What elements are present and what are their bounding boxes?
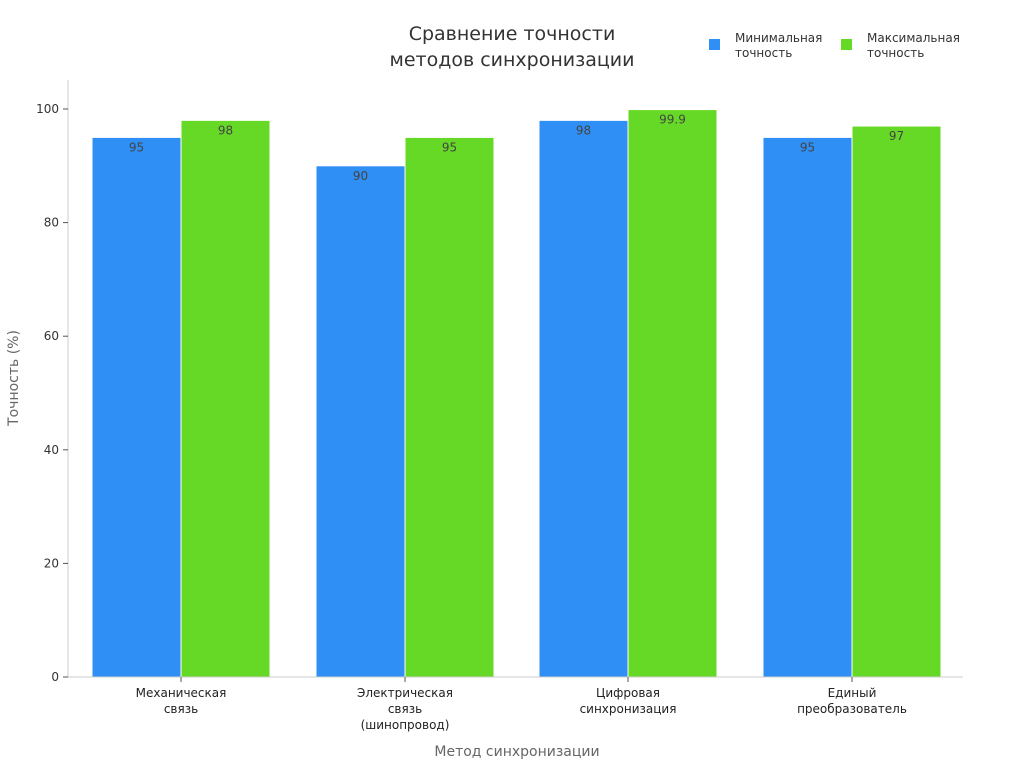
bar-series-2-4 bbox=[851, 125, 942, 678]
y-tick-label: 100 bbox=[36, 102, 59, 116]
bar-series-1-1 bbox=[91, 136, 182, 678]
x-tick-label-line: преобразователь bbox=[797, 702, 907, 716]
y-tick-label: 60 bbox=[44, 329, 59, 343]
bar-value-label: 95 bbox=[442, 140, 457, 154]
x-tick-label-line: Цифровая bbox=[596, 686, 660, 700]
bar-series-2-3 bbox=[627, 109, 718, 678]
bar-labels-group: 95 90 98 95 98 95 99.9 97 bbox=[129, 113, 904, 183]
y-axis-title: Точность (%) bbox=[6, 330, 22, 427]
bar-series-1-3 bbox=[538, 119, 629, 678]
axes-group: 020406080100МеханическаясвязьЭлектрическ… bbox=[36, 80, 963, 732]
bar-value-label: 95 bbox=[800, 140, 815, 154]
x-axis-title: Метод синхронизации bbox=[434, 744, 599, 760]
x-tick-label-line: связь bbox=[388, 702, 422, 716]
x-tick-label: Цифровая синхронизация bbox=[580, 686, 677, 716]
legend-swatch bbox=[709, 39, 720, 50]
legend-label-line: Максимальная bbox=[867, 31, 960, 45]
bar-value-label: 97 bbox=[889, 129, 904, 143]
chart-title-line-1: Сравнение точности bbox=[409, 23, 616, 45]
x-tick-label: Электрическая связь (шинопровод) bbox=[357, 686, 453, 732]
x-tick-label-line: Электрическая bbox=[357, 686, 453, 700]
x-tick-label-line: синхронизация bbox=[580, 702, 677, 716]
chart-title-line-2: методов синхронизации bbox=[389, 49, 634, 71]
y-tick-label: 0 bbox=[51, 670, 59, 684]
chart-title: Сравнение точности методов синхронизации bbox=[389, 23, 634, 71]
x-tick-label-line: связь bbox=[164, 702, 198, 716]
x-tick-label-line: (шинопровод) bbox=[361, 718, 450, 732]
bar-series-1-4 bbox=[762, 136, 853, 678]
bar-value-label: 98 bbox=[218, 123, 233, 137]
bar-value-label: 98 bbox=[576, 123, 591, 137]
legend-label-line: точность bbox=[735, 46, 792, 60]
legend-label-line: точность bbox=[867, 46, 924, 60]
x-tick-label-line: Единый bbox=[828, 686, 877, 700]
y-tick-label: 20 bbox=[44, 556, 59, 570]
x-tick-label: Единый преобразователь bbox=[797, 686, 907, 716]
legend-label-line: Минимальная bbox=[735, 31, 822, 45]
bar-value-label: 90 bbox=[353, 169, 368, 183]
bar-series-1-2 bbox=[315, 165, 406, 678]
bars-group bbox=[91, 109, 942, 678]
x-tick-label: Механическая связь bbox=[136, 686, 227, 716]
bar-value-label: 99.9 bbox=[659, 113, 686, 127]
legend-swatch bbox=[841, 39, 852, 50]
x-tick-label-line: Механическая bbox=[136, 686, 227, 700]
y-tick-label: 40 bbox=[44, 443, 59, 457]
y-tick-label: 80 bbox=[44, 216, 59, 230]
bar-value-label: 95 bbox=[129, 140, 144, 154]
bar-series-2-2 bbox=[404, 136, 495, 678]
bar-series-2-1 bbox=[180, 119, 271, 678]
